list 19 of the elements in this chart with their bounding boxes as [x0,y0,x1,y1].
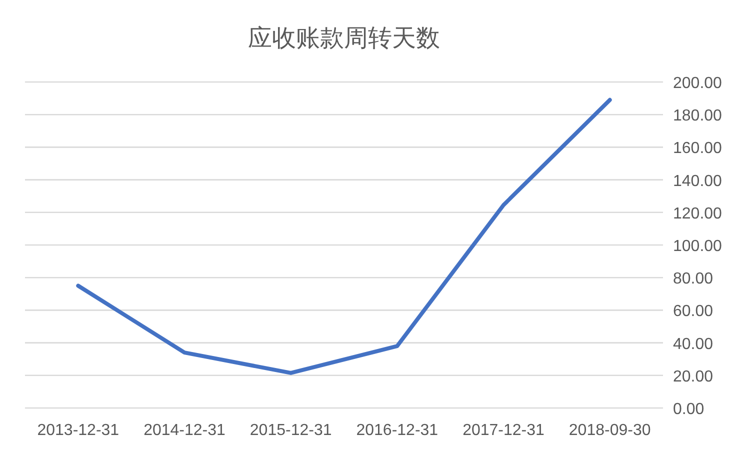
y-tick-label: 100.00 [673,238,722,255]
chart-title: 应收账款周转天数 [248,25,440,52]
x-tick-label: 2015-12-31 [250,422,332,439]
y-tick-label: 20.00 [673,368,714,386]
y-tick-label: 140.00 [673,172,722,190]
y-tick-label: 180.00 [673,108,722,125]
x-tick-label: 2013-12-31 [37,422,120,439]
x-tick-label: 2014-12-31 [144,422,226,439]
line-series [76,98,612,375]
x-tick-label: 2018-09-30 [568,422,651,439]
y-tick-label: 160.00 [673,140,722,158]
x-tick-label: 2017-12-31 [462,422,545,439]
y-tick-label: 120.00 [673,205,722,222]
y-tick-label: 200.00 [673,75,722,92]
y-tick-label: 40.00 [673,336,714,353]
y-tick-label: 60.00 [673,303,714,320]
y-tick-label: 0.00 [673,401,704,418]
y-tick-label: 80.00 [673,270,714,288]
x-tick-label: 2016-12-31 [356,422,438,439]
